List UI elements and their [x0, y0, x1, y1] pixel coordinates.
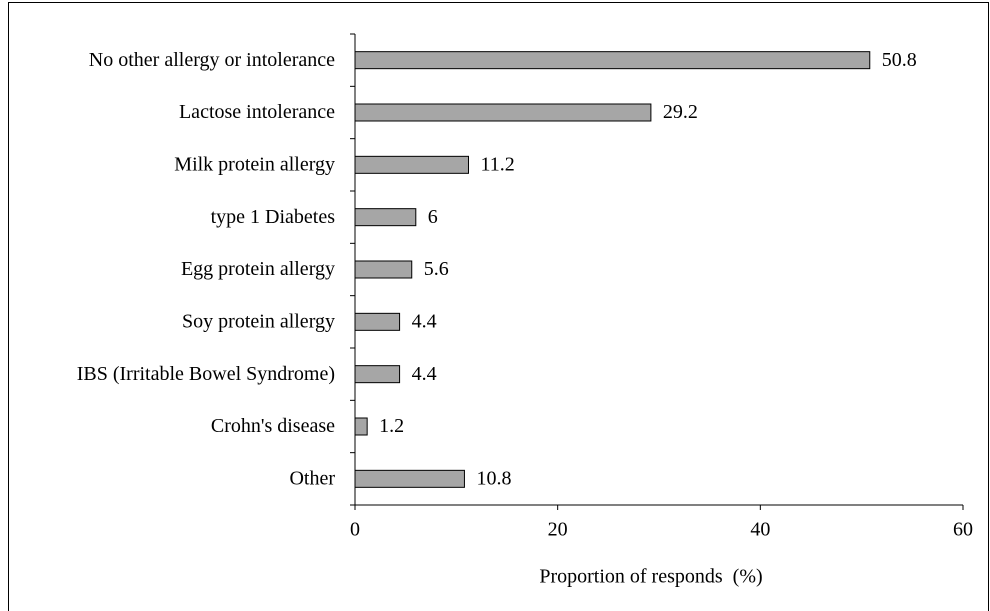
x-tick-label: 40 — [750, 519, 770, 541]
bar — [354, 417, 368, 436]
data-label: 4.4 — [412, 363, 437, 385]
data-label: 29.2 — [663, 101, 698, 123]
x-tick-label: 60 — [953, 519, 973, 541]
data-label: 1.2 — [379, 415, 404, 437]
bar — [354, 51, 871, 70]
y-tick-label: Lactose intolerance — [179, 101, 335, 123]
y-tick-label: Crohn's disease — [211, 415, 335, 437]
bar — [354, 260, 413, 279]
data-label: 4.4 — [412, 310, 437, 332]
data-label: 5.6 — [424, 258, 449, 280]
y-tick-label: Egg protein allergy — [181, 258, 335, 280]
data-label: 50.8 — [882, 49, 917, 71]
bar — [354, 365, 401, 384]
y-tick-label: Soy protein allergy — [182, 310, 335, 332]
data-label: 11.2 — [480, 153, 514, 175]
data-label: 10.8 — [476, 467, 511, 489]
bar — [354, 312, 401, 331]
bar — [354, 208, 417, 227]
bar — [354, 103, 652, 122]
y-tick-label: type 1 Diabetes — [211, 206, 336, 228]
bar — [354, 155, 469, 174]
y-tick-label: No other allergy or intolerance — [89, 49, 335, 71]
x-axis-title: Proportion of responds (%) — [539, 566, 762, 588]
y-tick-label: Milk protein allergy — [174, 153, 335, 175]
data-label: 6 — [428, 206, 438, 228]
y-tick-label: IBS (Irritable Bowel Syndrome) — [77, 363, 335, 385]
bar — [354, 469, 465, 488]
chart-frame — [8, 2, 989, 611]
x-tick-label: 20 — [548, 519, 568, 541]
x-tick-label: 0 — [350, 519, 360, 541]
y-tick-label: Other — [289, 467, 335, 489]
